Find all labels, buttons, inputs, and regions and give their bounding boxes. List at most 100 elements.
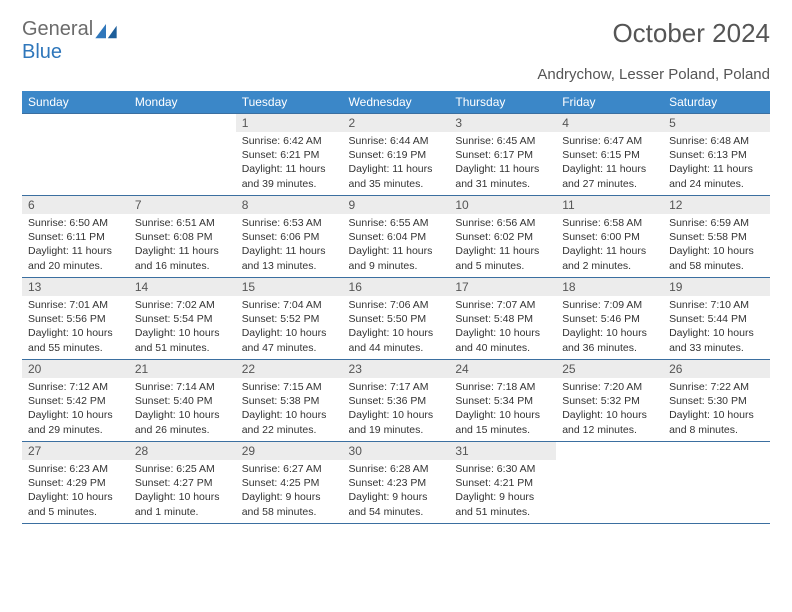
day-number-bar: 21: [129, 359, 236, 378]
day-number-bar: 28: [129, 441, 236, 460]
day-number-bar: 31: [449, 441, 556, 460]
day-body: Sunrise: 6:28 AMSunset: 4:23 PMDaylight:…: [343, 460, 450, 523]
logo: General Blue: [22, 18, 117, 64]
day-number-bar: 7: [129, 195, 236, 214]
day-number-bar: 3: [449, 113, 556, 132]
day-body: Sunrise: 6:55 AMSunset: 6:04 PMDaylight:…: [343, 214, 450, 277]
calendar-day-cell: 2Sunrise: 6:44 AMSunset: 6:19 PMDaylight…: [343, 113, 450, 195]
calendar-day-cell: 14Sunrise: 7:02 AMSunset: 5:54 PMDayligh…: [129, 277, 236, 359]
day-body: Sunrise: 7:02 AMSunset: 5:54 PMDaylight:…: [129, 296, 236, 359]
day-number-bar: 1: [236, 113, 343, 132]
day-body: Sunrise: 6:42 AMSunset: 6:21 PMDaylight:…: [236, 132, 343, 195]
day-header: Tuesday: [236, 91, 343, 113]
day-body: Sunrise: 6:23 AMSunset: 4:29 PMDaylight:…: [22, 460, 129, 523]
day-header: Thursday: [449, 91, 556, 113]
day-number-bar: 2: [343, 113, 450, 132]
day-header: Friday: [556, 91, 663, 113]
calendar-day-cell: 1Sunrise: 6:42 AMSunset: 6:21 PMDaylight…: [236, 113, 343, 195]
calendar-day-cell: 11Sunrise: 6:58 AMSunset: 6:00 PMDayligh…: [556, 195, 663, 277]
logo-text-blue: Blue: [22, 41, 62, 63]
calendar-day-cell: 9Sunrise: 6:55 AMSunset: 6:04 PMDaylight…: [343, 195, 450, 277]
calendar-body: 1Sunrise: 6:42 AMSunset: 6:21 PMDaylight…: [22, 113, 770, 523]
day-number-bar: 17: [449, 277, 556, 296]
calendar-day-cell: [129, 113, 236, 195]
calendar-day-cell: [663, 441, 770, 523]
day-number-bar-empty: [22, 113, 129, 131]
day-number-bar: 9: [343, 195, 450, 214]
calendar-day-cell: 3Sunrise: 6:45 AMSunset: 6:17 PMDaylight…: [449, 113, 556, 195]
calendar-day-cell: 5Sunrise: 6:48 AMSunset: 6:13 PMDaylight…: [663, 113, 770, 195]
calendar-day-cell: 19Sunrise: 7:10 AMSunset: 5:44 PMDayligh…: [663, 277, 770, 359]
day-number-bar: 22: [236, 359, 343, 378]
calendar-day-cell: 24Sunrise: 7:18 AMSunset: 5:34 PMDayligh…: [449, 359, 556, 441]
day-number-bar: 16: [343, 277, 450, 296]
day-body: Sunrise: 6:48 AMSunset: 6:13 PMDaylight:…: [663, 132, 770, 195]
day-number-bar: 19: [663, 277, 770, 296]
day-body: Sunrise: 7:01 AMSunset: 5:56 PMDaylight:…: [22, 296, 129, 359]
calendar-day-cell: 15Sunrise: 7:04 AMSunset: 5:52 PMDayligh…: [236, 277, 343, 359]
day-body: Sunrise: 7:22 AMSunset: 5:30 PMDaylight:…: [663, 378, 770, 441]
day-number-bar: 14: [129, 277, 236, 296]
day-number-bar: 24: [449, 359, 556, 378]
day-body: Sunrise: 6:56 AMSunset: 6:02 PMDaylight:…: [449, 214, 556, 277]
day-number-bar: 13: [22, 277, 129, 296]
calendar-day-cell: 22Sunrise: 7:15 AMSunset: 5:38 PMDayligh…: [236, 359, 343, 441]
day-header: Saturday: [663, 91, 770, 113]
calendar-day-cell: 4Sunrise: 6:47 AMSunset: 6:15 PMDaylight…: [556, 113, 663, 195]
day-number-bar: 15: [236, 277, 343, 296]
calendar-day-cell: 12Sunrise: 6:59 AMSunset: 5:58 PMDayligh…: [663, 195, 770, 277]
logo-text: General Blue: [22, 18, 93, 64]
calendar-day-cell: [22, 113, 129, 195]
calendar-week-row: 13Sunrise: 7:01 AMSunset: 5:56 PMDayligh…: [22, 277, 770, 359]
day-header: Monday: [129, 91, 236, 113]
calendar-day-cell: 8Sunrise: 6:53 AMSunset: 6:06 PMDaylight…: [236, 195, 343, 277]
calendar-day-cell: 25Sunrise: 7:20 AMSunset: 5:32 PMDayligh…: [556, 359, 663, 441]
day-body: Sunrise: 7:04 AMSunset: 5:52 PMDaylight:…: [236, 296, 343, 359]
calendar-day-cell: 21Sunrise: 7:14 AMSunset: 5:40 PMDayligh…: [129, 359, 236, 441]
day-number-bar: 26: [663, 359, 770, 378]
calendar-day-cell: 16Sunrise: 7:06 AMSunset: 5:50 PMDayligh…: [343, 277, 450, 359]
day-number-bar: 29: [236, 441, 343, 460]
day-number-bar: 25: [556, 359, 663, 378]
logo-sail-icon: [95, 24, 117, 40]
calendar-day-cell: 10Sunrise: 6:56 AMSunset: 6:02 PMDayligh…: [449, 195, 556, 277]
day-number-bar: 18: [556, 277, 663, 296]
day-body: Sunrise: 7:06 AMSunset: 5:50 PMDaylight:…: [343, 296, 450, 359]
calendar-table: SundayMondayTuesdayWednesdayThursdayFrid…: [22, 91, 770, 523]
calendar-week-row: 27Sunrise: 6:23 AMSunset: 4:29 PMDayligh…: [22, 441, 770, 523]
page-title: October 2024: [612, 18, 770, 49]
logo-text-gray: General: [22, 18, 93, 40]
day-number-bar: 20: [22, 359, 129, 378]
calendar-day-cell: 20Sunrise: 7:12 AMSunset: 5:42 PMDayligh…: [22, 359, 129, 441]
day-body: Sunrise: 7:12 AMSunset: 5:42 PMDaylight:…: [22, 378, 129, 441]
day-number-bar: 30: [343, 441, 450, 460]
day-body: Sunrise: 7:15 AMSunset: 5:38 PMDaylight:…: [236, 378, 343, 441]
day-body: Sunrise: 6:45 AMSunset: 6:17 PMDaylight:…: [449, 132, 556, 195]
calendar-day-cell: 30Sunrise: 6:28 AMSunset: 4:23 PMDayligh…: [343, 441, 450, 523]
day-body: Sunrise: 6:51 AMSunset: 6:08 PMDaylight:…: [129, 214, 236, 277]
calendar-day-cell: [556, 441, 663, 523]
calendar-day-cell: 28Sunrise: 6:25 AMSunset: 4:27 PMDayligh…: [129, 441, 236, 523]
calendar-day-cell: 23Sunrise: 7:17 AMSunset: 5:36 PMDayligh…: [343, 359, 450, 441]
day-body: Sunrise: 6:50 AMSunset: 6:11 PMDaylight:…: [22, 214, 129, 277]
day-number-bar: 4: [556, 113, 663, 132]
day-number-bar-empty: [663, 441, 770, 459]
day-body: Sunrise: 7:14 AMSunset: 5:40 PMDaylight:…: [129, 378, 236, 441]
location-text: Andrychow, Lesser Poland, Poland: [22, 66, 770, 83]
day-header: Sunday: [22, 91, 129, 113]
calendar-week-row: 20Sunrise: 7:12 AMSunset: 5:42 PMDayligh…: [22, 359, 770, 441]
calendar-day-cell: 31Sunrise: 6:30 AMSunset: 4:21 PMDayligh…: [449, 441, 556, 523]
day-number-bar: 8: [236, 195, 343, 214]
day-body: Sunrise: 7:20 AMSunset: 5:32 PMDaylight:…: [556, 378, 663, 441]
calendar-day-cell: 26Sunrise: 7:22 AMSunset: 5:30 PMDayligh…: [663, 359, 770, 441]
day-number-bar-empty: [556, 441, 663, 459]
calendar-day-cell: 17Sunrise: 7:07 AMSunset: 5:48 PMDayligh…: [449, 277, 556, 359]
calendar-day-cell: 18Sunrise: 7:09 AMSunset: 5:46 PMDayligh…: [556, 277, 663, 359]
day-number-bar: 11: [556, 195, 663, 214]
day-body: Sunrise: 6:27 AMSunset: 4:25 PMDaylight:…: [236, 460, 343, 523]
day-number-bar: 23: [343, 359, 450, 378]
day-body: Sunrise: 7:09 AMSunset: 5:46 PMDaylight:…: [556, 296, 663, 359]
header-row: General Blue October 2024: [22, 18, 770, 64]
day-number-bar: 27: [22, 441, 129, 460]
day-body: Sunrise: 6:30 AMSunset: 4:21 PMDaylight:…: [449, 460, 556, 523]
